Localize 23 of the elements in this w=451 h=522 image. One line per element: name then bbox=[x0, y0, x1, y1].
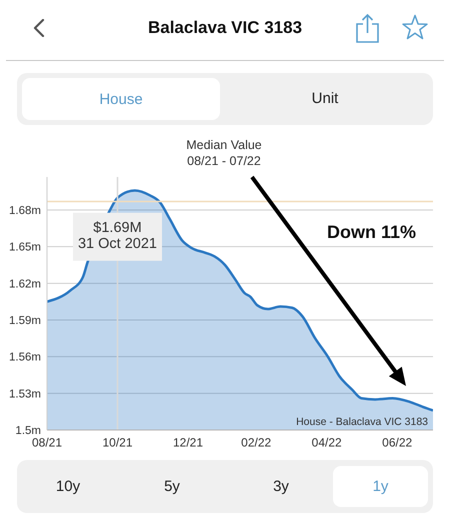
y-tick-label: 1.65m bbox=[9, 242, 41, 254]
y-tick-label: 1.59m bbox=[9, 315, 41, 328]
selected-segment: House bbox=[22, 78, 220, 120]
x-tick-label: 08/21 bbox=[32, 436, 62, 450]
segmented-control: House Unit bbox=[17, 73, 433, 125]
x-tick-label: 04/22 bbox=[312, 436, 342, 450]
x-tick-label: 12/21 bbox=[172, 436, 204, 450]
chart-subtitle: Median Value 08/21 - 07/22 bbox=[185, 137, 263, 169]
y-tick-label: 1.56m bbox=[9, 352, 41, 364]
y-tick-label: 1.68m bbox=[9, 205, 41, 218]
segmented-control: 10y 5y 3y 1y bbox=[17, 460, 433, 513]
annotation: House - Balaclava VIC 3183 bbox=[295, 415, 428, 429]
chart-title: Balaclava VIC 3183 bbox=[146, 17, 304, 39]
y-tick-label: 1.5m bbox=[15, 425, 41, 438]
y-tick-label: 1.62m bbox=[9, 278, 41, 290]
annotation: Down 11% bbox=[327, 221, 416, 243]
x-tick-label: 06/22 bbox=[382, 436, 413, 450]
annotation: $1.69M 31 Oct 2021 bbox=[78, 220, 157, 252]
selected-segment: 1y bbox=[333, 466, 428, 507]
y-tick-label: 1.53m bbox=[9, 388, 41, 400]
x-tick-label: 10/21 bbox=[102, 436, 133, 450]
x-tick-label: 02/22 bbox=[241, 436, 272, 450]
tooltip: $1.69M 31 Oct 2021 bbox=[73, 212, 162, 261]
